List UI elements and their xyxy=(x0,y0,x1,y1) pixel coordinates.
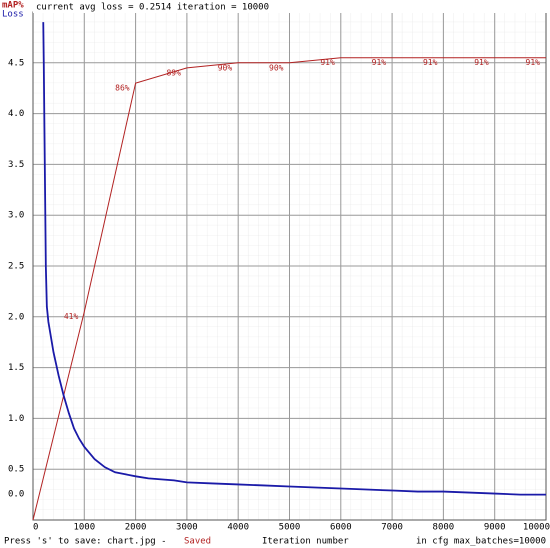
x-tick-label: 0 xyxy=(33,523,38,533)
map-label: 41% xyxy=(64,312,79,321)
y-tick-label: 3.5 xyxy=(8,160,24,170)
x-tick-label: 10000 xyxy=(523,523,550,533)
x-tick-label: 8000 xyxy=(433,523,455,533)
map-label: 90% xyxy=(218,63,233,72)
map-label: 91% xyxy=(474,58,489,67)
x-tick-label: 1000 xyxy=(73,523,95,533)
map-label: 91% xyxy=(526,58,541,67)
map-label: 89% xyxy=(166,68,181,77)
save-status: Saved xyxy=(184,537,211,547)
x-tick-label: 5000 xyxy=(279,523,301,533)
x-tick-label: 7000 xyxy=(381,523,403,533)
x-tick-label: 2000 xyxy=(125,523,147,533)
legend-loss: Loss xyxy=(2,10,24,20)
x-axis-label: Iteration number xyxy=(262,537,349,547)
x-tick-label: 4000 xyxy=(227,523,249,533)
map-line xyxy=(32,57,546,521)
y-tick-label: 0.5 xyxy=(8,465,24,475)
map-label: 91% xyxy=(423,58,438,67)
map-label: 86% xyxy=(115,84,130,93)
y-tick-label: 1.5 xyxy=(8,363,24,373)
x-tick-label: 6000 xyxy=(330,523,352,533)
map-label: 90% xyxy=(269,63,284,72)
x-tick-label: 9000 xyxy=(484,523,506,533)
max-batches: in cfg max_batches=10000 xyxy=(416,537,546,547)
map-label: 91% xyxy=(372,58,387,67)
map-label: 91% xyxy=(320,58,335,67)
y-tick-label: 2.5 xyxy=(8,262,24,272)
loss-line xyxy=(42,22,546,496)
title-bg xyxy=(33,1,550,13)
y-tick-label: 4.0 xyxy=(8,109,24,119)
chart-title: current avg loss = 0.2514 iteration = 10… xyxy=(36,3,269,13)
y-tick-label: 2.0 xyxy=(8,312,24,322)
y-tick-label: 3.0 xyxy=(8,211,24,221)
save-prompt: Press 's' to save: chart.jpg - xyxy=(4,537,167,547)
legend-map: mAP% xyxy=(2,1,24,11)
y-tick-label: 1.0 xyxy=(8,414,24,424)
x-tick-label: 3000 xyxy=(176,523,198,533)
y-tick-label: 4.5 xyxy=(8,58,24,68)
y-tick-label: 0.0 xyxy=(8,490,24,500)
